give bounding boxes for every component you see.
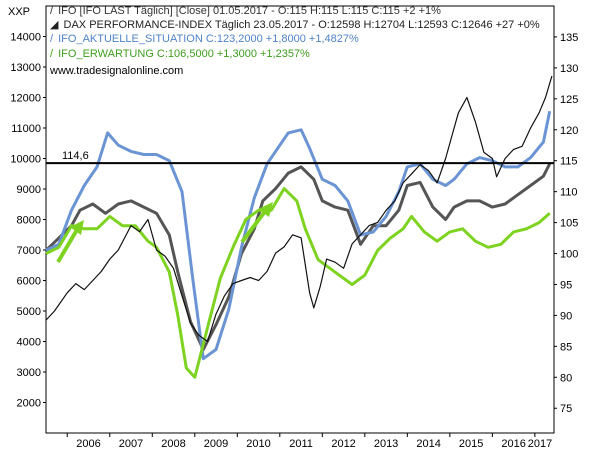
x-tick-label: 2017 [528,438,552,450]
legend-symbol-ifo-erwartung: / [50,48,54,60]
right-tick-label: 75 [560,403,572,415]
legend-text-ifo: IFO [IFO LAST Täglich] [Close] 01.05.201… [58,5,441,17]
left-tick-label: 8000 [17,215,41,227]
x-tick-label: 2010 [246,438,270,450]
x-tick-label: 2008 [161,438,185,450]
reference-line-label: 114,6 [62,150,89,162]
left-tick-label: 13000 [10,62,41,74]
left-tick-label: 6000 [17,276,41,288]
left-tick-label: 12000 [10,93,41,105]
left-tick-label: 2000 [17,398,41,410]
right-tick-label: 115 [560,156,578,168]
x-tick-label: 2015 [459,438,483,450]
right-axis: 75 80 85 90 95 100 105 110 115 120 125 130 135 [554,32,578,415]
trend-arrow-right [240,208,268,244]
left-tick-label: 5000 [17,306,41,318]
legend-text-ifo-aktuelle: IFO_AKTUELLE_SITUATION C:123,2000 +1,800… [58,33,359,45]
legend-text-dax: DAX PERFORMANCE-INDEX Täglich 23.05.2017… [64,19,540,31]
right-tick-label: 135 [560,32,578,44]
right-tick-label: 95 [560,279,572,291]
corner-label: XXP [8,6,30,18]
x-tick-label: 2012 [331,438,355,450]
right-tick-label: 110 [560,187,578,199]
trend-arrows [56,202,273,264]
left-tick-label: 7000 [17,245,41,257]
trend-arrow-left [56,226,80,264]
left-axis: 2000 3000 4000 5000 6000 7000 8000 9000 10000 110… [10,32,46,410]
left-tick-label: 14000 [10,32,41,44]
left-tick-label: 10000 [10,154,41,166]
x-tick-label: 2014 [416,438,440,450]
legend-symbol-ifo-aktuelle: / [50,33,54,45]
x-tick-label: 2009 [204,438,228,450]
x-axis: 2006 2007 2008 2009 2010 2011 2012 2013 2014 2015… [66,433,552,450]
legend-text-ifo-erwartung: IFO_ERWARTUNG C:106,5000 +1,3000 +1,2357… [58,48,310,60]
right-tick-label: 120 [560,125,578,137]
watermark: www.tradesignalonline.com [49,65,183,77]
x-tick-label: 2016 [501,438,525,450]
series-line-0 [44,163,552,351]
right-tick-label: 105 [560,218,578,230]
legend: / IFO [IFO LAST Täglich] [Close] 01.05.2… [49,5,540,77]
legend-symbol-dax: ◢ [50,19,59,31]
x-tick-label: 2011 [289,438,313,450]
x-tick-label: 2006 [76,438,100,450]
trend-arrow-right-head [258,202,273,217]
legend-entry: ◢ DAX PERFORMANCE-INDEX Täglich 23.05.20… [50,19,540,31]
right-tick-label: 80 [560,372,572,384]
left-tick-label: 11000 [11,123,41,135]
right-tick-label: 100 [560,249,578,261]
trend-arrow-left-head [70,220,84,235]
right-tick-label: 90 [560,310,572,322]
series-line-2 [45,187,551,379]
x-tick-label: 2007 [119,438,143,450]
right-tick-label: 85 [560,341,572,353]
left-tick-label: 4000 [17,337,41,349]
right-tick-label: 125 [560,94,578,106]
legend-entry: / IFO_AKTUELLE_SITUATION C:123,2000 +1,8… [50,33,359,45]
legend-entry: / IFO [IFO LAST Täglich] [Close] 01.05.2… [50,5,441,17]
series-line-3 [45,75,553,343]
legend-entry: / IFO_ERWARTUNG C:106,5000 +1,3000 +1,23… [50,48,310,60]
left-tick-label: 9000 [17,184,41,196]
left-tick-label: 3000 [17,367,41,379]
x-tick-label: 2013 [374,438,398,450]
right-tick-label: 130 [560,63,578,75]
legend-symbol-ifo: / [50,5,54,17]
